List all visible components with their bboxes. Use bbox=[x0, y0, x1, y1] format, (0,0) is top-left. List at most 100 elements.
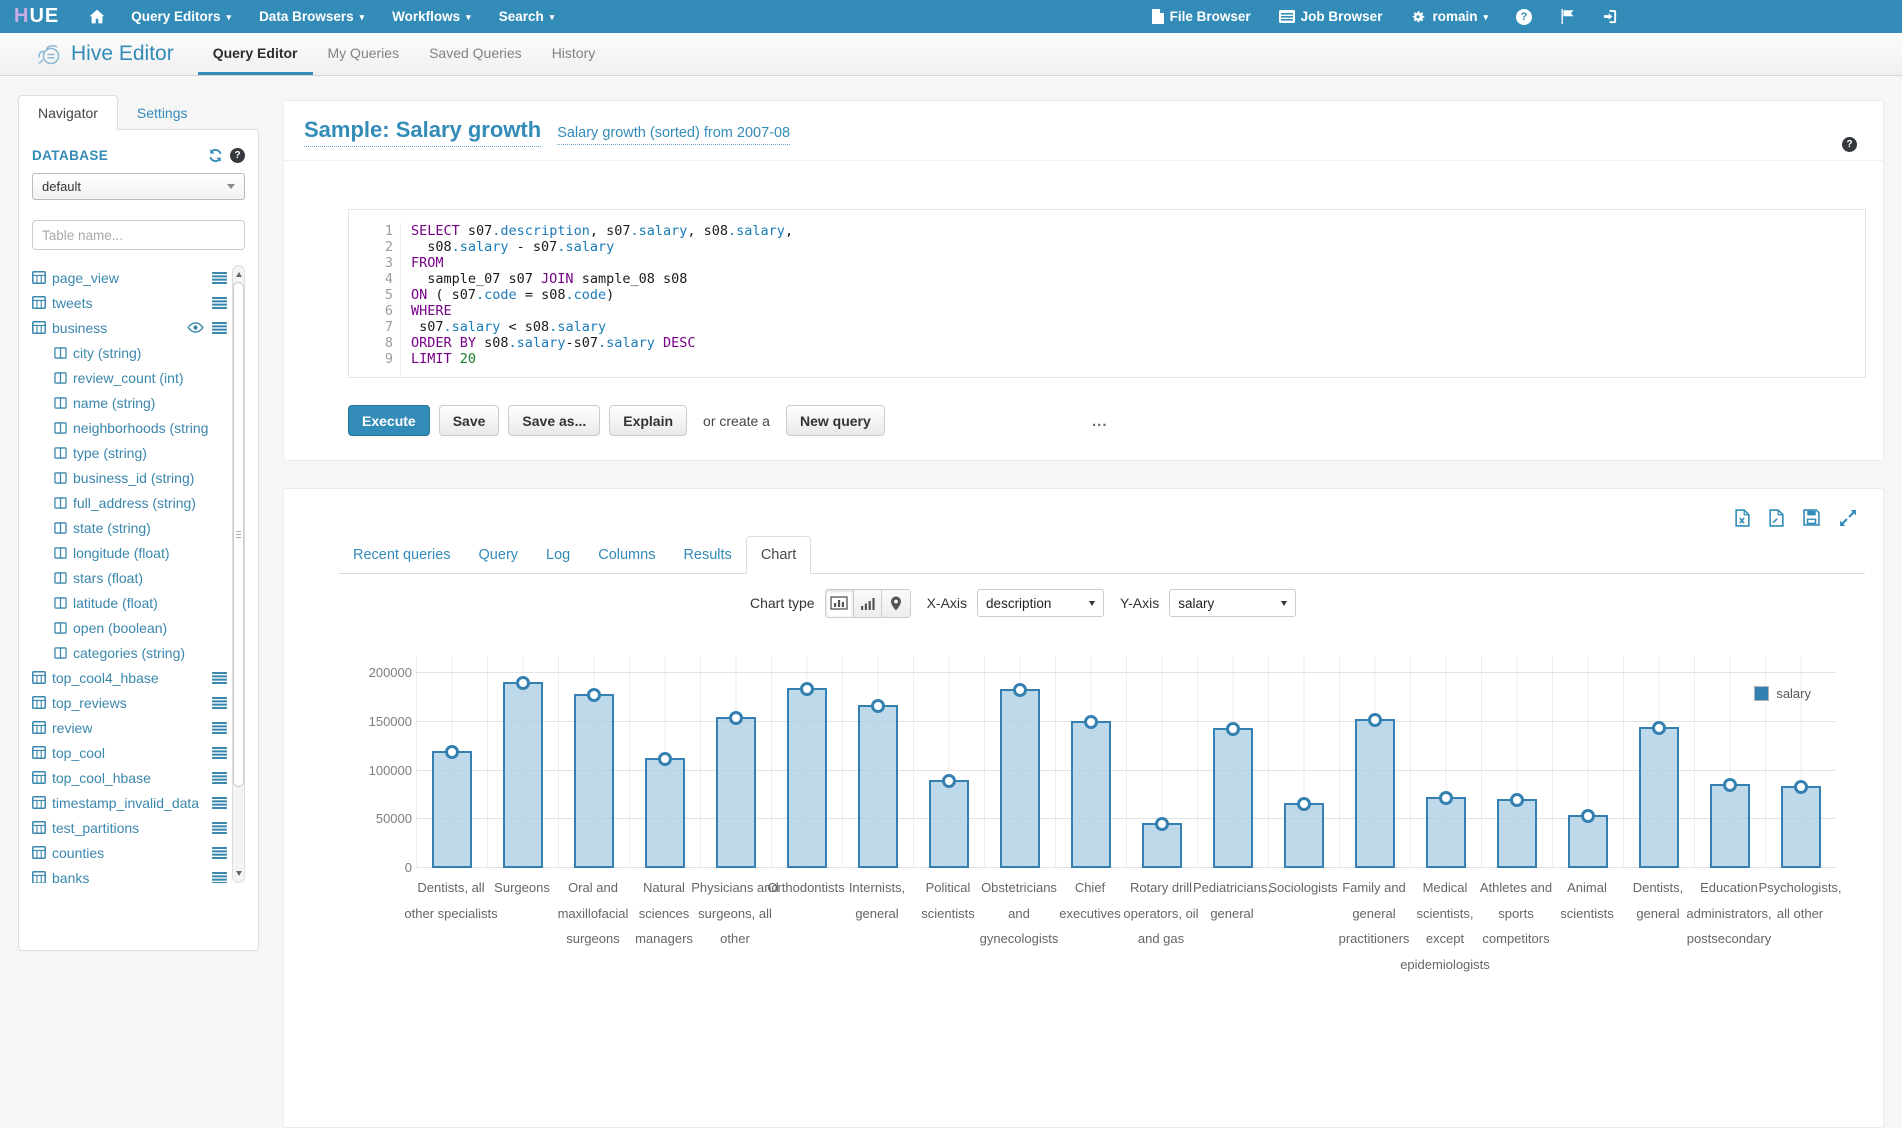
sidebar-column-longitude[interactable]: longitude (float) bbox=[32, 540, 227, 565]
sidebar-column-latitude[interactable]: latitude (float) bbox=[32, 590, 227, 615]
bar-marker bbox=[941, 774, 956, 789]
sidebar-table-page_view[interactable]: page_view bbox=[32, 265, 227, 290]
query-title[interactable]: Sample: Salary growth bbox=[304, 117, 542, 147]
save-button[interactable]: Save bbox=[438, 405, 500, 436]
scroll-up-icon[interactable] bbox=[233, 267, 244, 282]
sidebar-table-business[interactable]: business bbox=[32, 315, 227, 340]
sidebar-table-top_cool_hbase[interactable]: top_cool_hbase bbox=[32, 765, 227, 790]
scrollbar-thumb[interactable] bbox=[233, 282, 244, 787]
tab-my-queries[interactable]: My Queries bbox=[327, 44, 400, 61]
sidebar-table-test_partitions[interactable]: test_partitions bbox=[32, 815, 227, 840]
sidebar-table-banks[interactable]: banks bbox=[32, 865, 227, 883]
help-icon[interactable]: ? bbox=[1516, 8, 1532, 25]
tab-history[interactable]: History bbox=[551, 44, 596, 61]
line-number: 3 bbox=[384, 255, 393, 271]
hue-logo[interactable]: HUE bbox=[14, 5, 60, 27]
list-icon[interactable] bbox=[212, 746, 227, 759]
sidebar-column-full_address[interactable]: full_address (string) bbox=[32, 490, 227, 515]
home-button[interactable] bbox=[89, 9, 105, 24]
sidebar-column-city[interactable]: city (string) bbox=[32, 340, 227, 365]
logout-icon[interactable] bbox=[1603, 9, 1618, 24]
query-description-link[interactable]: Salary growth (sorted) from 2007-08 bbox=[557, 125, 791, 145]
sidebar-table-top_cool[interactable]: top_cool bbox=[32, 740, 227, 765]
sidebar-table-top_cool4_hbase[interactable]: top_cool4_hbase bbox=[32, 665, 227, 690]
scroll-down-icon[interactable] bbox=[233, 866, 244, 881]
list-icon[interactable] bbox=[212, 771, 227, 784]
expand-results-icon[interactable] bbox=[1839, 509, 1857, 527]
refresh-icon[interactable] bbox=[208, 148, 223, 163]
tab-chart[interactable]: Chart bbox=[745, 536, 812, 574]
sidebar-column-state[interactable]: state (string) bbox=[32, 515, 227, 540]
sidebar-table-tweets[interactable]: tweets bbox=[32, 290, 227, 315]
list-icon[interactable] bbox=[212, 696, 227, 709]
list-icon[interactable] bbox=[212, 321, 227, 334]
tab-navigator[interactable]: Navigator bbox=[18, 95, 118, 130]
code-token: 20 bbox=[451, 351, 477, 367]
download-csv-icon[interactable] bbox=[1769, 509, 1784, 527]
tab-columns[interactable]: Columns bbox=[598, 547, 656, 563]
y-axis-select[interactable]: salary bbox=[1169, 589, 1297, 617]
execute-button[interactable]: Execute bbox=[348, 405, 430, 436]
list-icon[interactable] bbox=[212, 296, 227, 309]
nav-menu-search[interactable]: Search ▾ bbox=[499, 9, 555, 24]
nav-menu-data-browsers[interactable]: Data Browsers ▾ bbox=[259, 9, 364, 24]
line-chart-type-button[interactable] bbox=[853, 589, 882, 617]
list-icon[interactable] bbox=[212, 796, 227, 809]
list-icon[interactable] bbox=[212, 821, 227, 834]
query-help-icon[interactable]: ? bbox=[1842, 137, 1857, 152]
item-name: open (boolean) bbox=[73, 619, 168, 636]
sidebar-column-neighborhoods[interactable]: neighborhoods (string bbox=[32, 415, 227, 440]
sidebar-column-categories[interactable]: categories (string) bbox=[32, 640, 227, 665]
tab-query[interactable]: Query bbox=[478, 547, 519, 563]
x-tick-label: Sociologists bbox=[1268, 875, 1339, 977]
username-label: romain bbox=[1432, 9, 1478, 24]
file-browser-button[interactable]: File Browser bbox=[1151, 9, 1251, 24]
download-excel-icon[interactable] bbox=[1735, 509, 1750, 527]
editor-resize-handle[interactable]: ... bbox=[1092, 413, 1108, 430]
database-select[interactable]: default bbox=[32, 173, 245, 200]
eye-icon[interactable] bbox=[187, 322, 204, 333]
tab-saved-queries[interactable]: Saved Queries bbox=[429, 44, 522, 61]
list-icon[interactable] bbox=[212, 871, 227, 883]
list-icon[interactable] bbox=[212, 271, 227, 284]
tab-settings[interactable]: Settings bbox=[136, 104, 188, 121]
database-help-icon[interactable]: ? bbox=[230, 148, 245, 163]
nav-menu-query-editors[interactable]: Query Editors ▾ bbox=[131, 9, 231, 24]
sidebar-column-stars[interactable]: stars (float) bbox=[32, 565, 227, 590]
hive-app-link[interactable]: Hive Editor bbox=[36, 33, 174, 75]
list-icon[interactable] bbox=[212, 671, 227, 684]
new-query-button[interactable]: New query bbox=[785, 405, 885, 436]
x-axis-select[interactable]: description bbox=[977, 589, 1105, 617]
map-marker-chart-type-button[interactable] bbox=[881, 589, 910, 617]
flag-icon[interactable] bbox=[1560, 9, 1575, 24]
list-icon[interactable] bbox=[212, 721, 227, 734]
sidebar-column-review_count[interactable]: review_count (int) bbox=[32, 365, 227, 390]
sidebar-column-type[interactable]: type (string) bbox=[32, 440, 227, 465]
explain-button[interactable]: Explain bbox=[609, 405, 688, 436]
tab-results[interactable]: Results bbox=[683, 547, 732, 563]
nav-menu-workflows[interactable]: Workflows ▾ bbox=[392, 9, 471, 24]
sidebar-table-review[interactable]: review bbox=[32, 715, 227, 740]
sidebar-table-counties[interactable]: counties bbox=[32, 840, 227, 865]
x-tick-text: Family and general practitioners bbox=[1338, 880, 1410, 946]
sidebar-column-business_id[interactable]: business_id (string) bbox=[32, 465, 227, 490]
sidebar-column-name[interactable]: name (string) bbox=[32, 390, 227, 415]
sidebar-column-open[interactable]: open (boolean) bbox=[32, 615, 227, 640]
tab-query-editor[interactable]: Query Editor bbox=[197, 33, 313, 75]
y-axis-value: salary bbox=[1178, 595, 1215, 611]
tab-log[interactable]: Log bbox=[546, 547, 571, 563]
tab-recent-queries[interactable]: Recent queries bbox=[353, 547, 451, 563]
sidebar-table-timestamp_invalid_data[interactable]: timestamp_invalid_data bbox=[32, 790, 227, 815]
bar-13 bbox=[1283, 796, 1324, 868]
save-results-icon[interactable] bbox=[1803, 509, 1820, 527]
user-menu[interactable]: romain ▾ bbox=[1410, 9, 1488, 24]
bar-chart-type-button[interactable] bbox=[825, 589, 854, 617]
list-icon[interactable] bbox=[212, 846, 227, 859]
scrollbar[interactable] bbox=[232, 265, 245, 883]
gears-icon bbox=[1410, 9, 1426, 24]
save-as-button[interactable]: Save as... bbox=[508, 405, 601, 436]
job-browser-button[interactable]: Job Browser bbox=[1278, 9, 1382, 24]
sidebar-table-top_reviews[interactable]: top_reviews bbox=[32, 690, 227, 715]
table-filter-input[interactable] bbox=[32, 220, 245, 250]
